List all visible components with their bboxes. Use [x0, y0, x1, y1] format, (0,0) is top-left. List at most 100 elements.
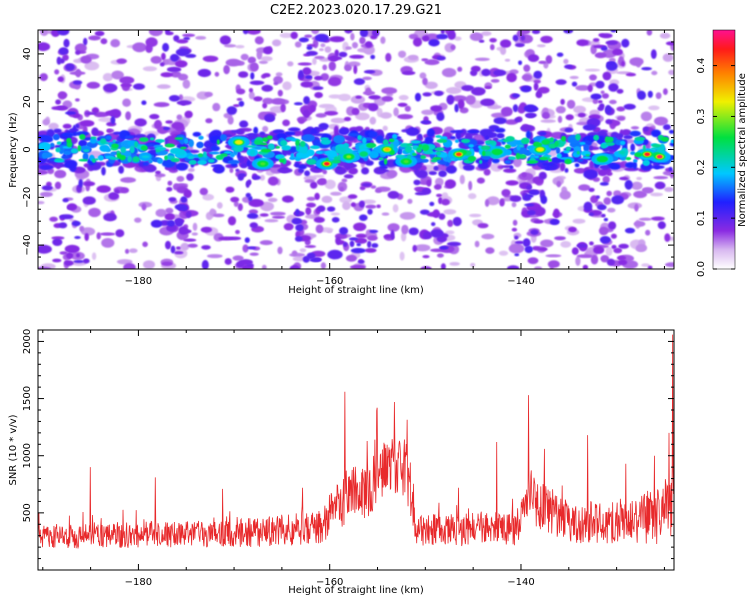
- heatmap-cell: [420, 120, 432, 125]
- heatmap-cell: [99, 232, 116, 236]
- heatmap-cell: [559, 190, 571, 200]
- heatmap-cell: [147, 146, 156, 151]
- heatmap-cell: [525, 114, 536, 118]
- heatmap-cell: [111, 143, 119, 149]
- heatmap-cell: [153, 102, 170, 108]
- heatmap-cell: [593, 246, 605, 254]
- heatmap-cell: [599, 157, 605, 161]
- heatmap-cell: [142, 241, 148, 248]
- heatmap-cell: [260, 142, 268, 146]
- heatmap-cell: [192, 222, 198, 231]
- heatmap-cell: [579, 141, 586, 145]
- heatmap-cell: [367, 103, 379, 112]
- heatmap-cell: [514, 117, 521, 123]
- heatmap-cell: [157, 158, 164, 164]
- heatmap-cell: [449, 130, 464, 134]
- heatmap-cell: [174, 251, 184, 255]
- heatmap-cell: [55, 147, 61, 153]
- heatmap-cell: [503, 168, 517, 173]
- heatmap-cell: [438, 245, 449, 250]
- heatmap-cell: [83, 149, 90, 153]
- heatmap-cell: [336, 166, 342, 170]
- heatmap-cell: [487, 104, 502, 110]
- heatmap-cell: [40, 30, 49, 36]
- heatmap-cell: [174, 60, 188, 68]
- heatmap-cell: [166, 66, 182, 73]
- heatmap-cell: [422, 77, 428, 86]
- heatmap-cell: [164, 213, 175, 221]
- heatmap-cell: [344, 64, 352, 72]
- heatmap-cell: [258, 60, 268, 64]
- heatmap-cell: [481, 68, 491, 77]
- heatmap-cell: [500, 46, 507, 55]
- heatmap-cell: [75, 98, 80, 102]
- heatmap-cell: [410, 140, 422, 144]
- heatmap-cell: [404, 145, 413, 153]
- heatmap-cell: [72, 80, 83, 85]
- heatmap-cell: [538, 60, 547, 64]
- heatmap-cell: [83, 37, 88, 46]
- heatmap-cell: [609, 163, 621, 170]
- heatmap-cell: [440, 263, 446, 269]
- heatmap-cell: [253, 126, 259, 135]
- heatmap-cell: [513, 157, 522, 168]
- heatmap-cell: [38, 169, 49, 175]
- heatmap-cell: [315, 151, 323, 155]
- snr-y-tick-label: 1500: [22, 386, 33, 411]
- heatmap-cell: [246, 159, 251, 167]
- heatmap-cell: [422, 255, 430, 259]
- heatmap-cell: [110, 39, 121, 48]
- heatmap-cell: [304, 245, 317, 248]
- heatmap-cell: [169, 220, 174, 227]
- heatmap-cell: [155, 170, 161, 175]
- heatmap-cell: [557, 115, 563, 123]
- heatmap-cell: [295, 208, 300, 216]
- heatmap-cell: [261, 84, 274, 92]
- heatmap-cell: [91, 127, 99, 137]
- heatmap-cell: [309, 258, 322, 262]
- heatmap-cell: [610, 120, 621, 127]
- heatmap-cell: [436, 56, 446, 61]
- heatmap-cell: [242, 244, 249, 253]
- heatmap-cell: [368, 30, 374, 37]
- heatmap-cell: [75, 131, 89, 137]
- heatmap-cell: [319, 48, 324, 52]
- heatmap-cell: [547, 260, 560, 268]
- heatmap-cell: [299, 140, 306, 147]
- heatmap-cell: [245, 180, 250, 188]
- heatmap-cell: [219, 35, 231, 45]
- heatmap-cell: [390, 229, 395, 240]
- heatmap-cell: [134, 118, 147, 127]
- heatmap-cell: [603, 217, 609, 222]
- heatmap-cell: [236, 151, 241, 159]
- heatmap-cell: [134, 217, 142, 223]
- heatmap-cell: [376, 204, 381, 209]
- heatmap-cell: [479, 128, 493, 137]
- heatmap-cell: [100, 138, 107, 144]
- heatmap-cell: [275, 146, 281, 149]
- heatmap-cell: [236, 140, 242, 144]
- heatmap-cell: [275, 154, 285, 160]
- heatmap-cell: [514, 235, 519, 240]
- heatmap-cell: [249, 62, 259, 72]
- heatmap-cell: [180, 242, 190, 251]
- heatmap-cell: [53, 128, 62, 134]
- heatmap-cell: [536, 44, 546, 48]
- heatmap-cell: [592, 98, 599, 105]
- heatmap-cell: [58, 47, 69, 55]
- heatmap-cell: [636, 176, 642, 181]
- heatmap-cell: [262, 97, 274, 105]
- heatmap-cell: [592, 38, 600, 42]
- heatmap-cell: [397, 114, 414, 120]
- heatmap-cell: [244, 237, 250, 243]
- heatmap-cell: [625, 157, 632, 161]
- heatmap-cell: [600, 46, 608, 51]
- heatmap-cell: [514, 240, 525, 245]
- heatmap-cell: [272, 129, 285, 134]
- heatmap-cell: [170, 71, 182, 78]
- heatmap-cell: [49, 216, 58, 222]
- heatmap-cell: [655, 92, 662, 100]
- heatmap-cell: [240, 53, 249, 61]
- heatmap-cell: [457, 99, 465, 110]
- heatmap-cell: [597, 100, 603, 104]
